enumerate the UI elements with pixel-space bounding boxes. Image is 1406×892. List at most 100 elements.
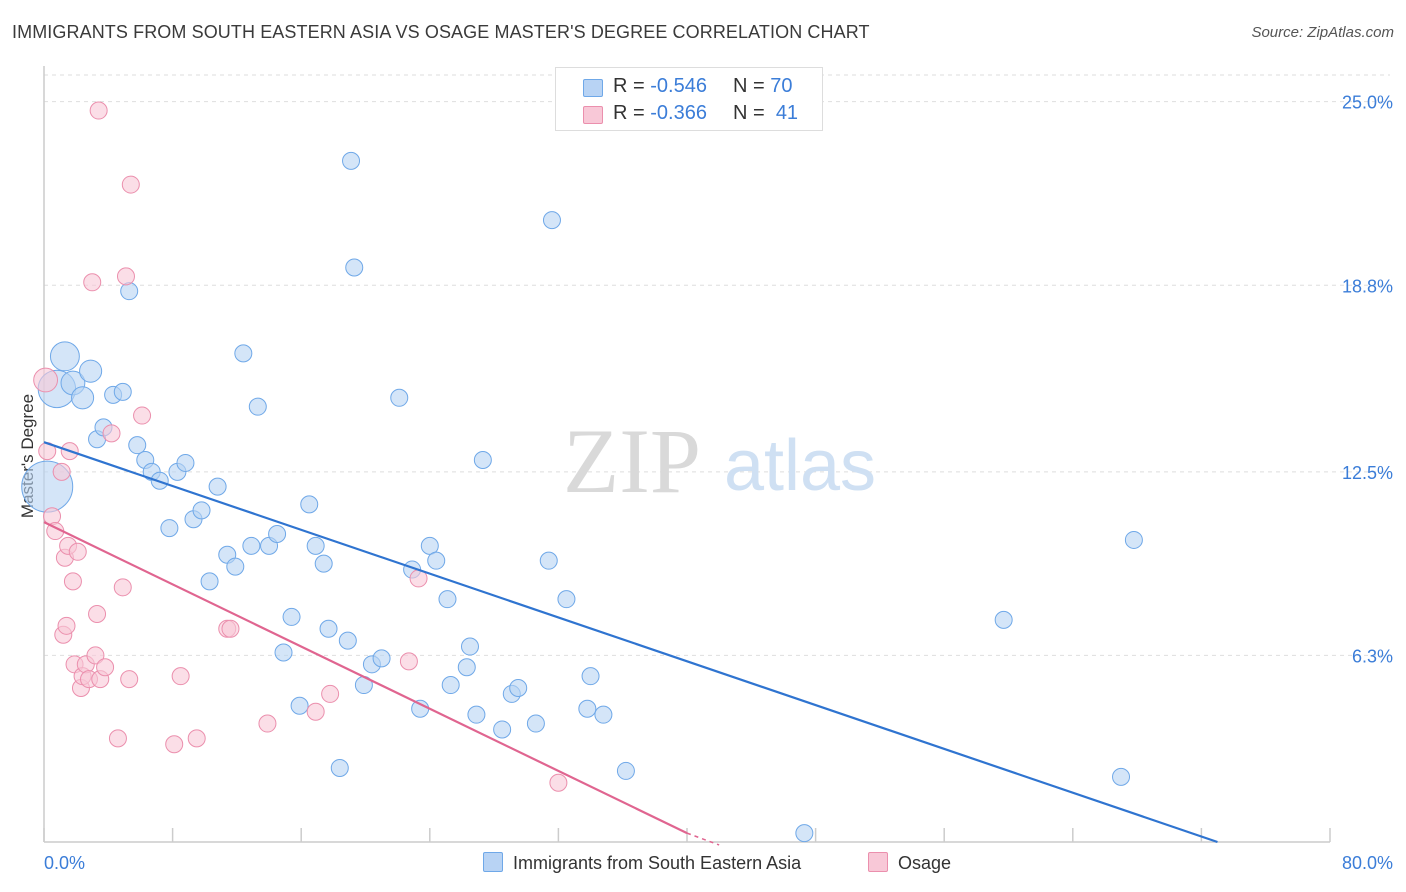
point-sea bbox=[390, 388, 409, 407]
legend-swatch-sea bbox=[583, 79, 603, 97]
point-sea bbox=[438, 590, 457, 609]
point-osage bbox=[306, 702, 325, 721]
point-sea bbox=[314, 554, 333, 573]
point-osage bbox=[113, 578, 132, 597]
bottom-legend-sea: Immigrants from South Eastern Asia bbox=[483, 852, 801, 874]
point-sea bbox=[345, 258, 364, 277]
point-osage bbox=[33, 367, 59, 393]
bottom-legend-label-sea: Immigrants from South Eastern Asia bbox=[513, 853, 802, 873]
point-osage bbox=[171, 667, 190, 686]
watermark: ZIP atlas bbox=[563, 410, 876, 512]
trend-line-sea bbox=[43, 441, 1218, 844]
point-sea bbox=[49, 341, 80, 372]
point-sea bbox=[1124, 530, 1143, 549]
point-sea bbox=[268, 525, 287, 544]
point-sea bbox=[557, 590, 576, 609]
point-sea bbox=[338, 631, 357, 650]
source-label: Source: ZipAtlas.com bbox=[1251, 24, 1394, 41]
point-sea bbox=[71, 386, 95, 410]
point-osage bbox=[221, 619, 240, 638]
bottom-legend-osage: Osage bbox=[868, 852, 951, 874]
point-sea bbox=[594, 705, 613, 724]
point-sea bbox=[441, 676, 460, 695]
trend-lines bbox=[43, 441, 1218, 846]
point-osage bbox=[88, 604, 107, 623]
x-tick-label-min: 0.0% bbox=[44, 853, 85, 873]
y-tick-label: 18.8% bbox=[1342, 276, 1393, 296]
point-sea bbox=[330, 758, 349, 777]
y-tick-label: 12.5% bbox=[1342, 463, 1393, 483]
point-sea bbox=[120, 282, 139, 301]
point-sea bbox=[420, 536, 439, 555]
legend-swatch-osage bbox=[583, 106, 603, 124]
point-sea bbox=[242, 536, 261, 555]
y-tick-label: 6.3% bbox=[1352, 646, 1393, 666]
x-tick-label-max: 80.0% bbox=[1342, 853, 1393, 873]
point-osage bbox=[321, 684, 340, 703]
point-sea bbox=[467, 705, 486, 724]
point-sea bbox=[274, 643, 293, 662]
point-sea bbox=[342, 151, 361, 170]
point-osage bbox=[165, 735, 184, 754]
point-sea bbox=[411, 699, 430, 718]
chart-title: IMMIGRANTS FROM SOUTH EASTERN ASIA VS OS… bbox=[12, 22, 870, 42]
point-osage bbox=[52, 462, 71, 481]
point-osage bbox=[102, 424, 121, 443]
bottom-legend-swatch-sea bbox=[483, 852, 503, 872]
point-osage bbox=[63, 572, 82, 591]
trend-line-osage bbox=[43, 521, 688, 835]
point-osage bbox=[68, 542, 87, 561]
point-sea bbox=[460, 637, 479, 656]
legend-row-osage: R = -0.366 N = 41 bbox=[556, 100, 822, 128]
point-osage bbox=[83, 273, 102, 292]
point-sea bbox=[248, 397, 267, 416]
point-sea bbox=[160, 519, 179, 538]
point-sea bbox=[282, 607, 301, 626]
point-osage bbox=[258, 714, 277, 733]
point-sea bbox=[176, 453, 195, 472]
point-osage bbox=[133, 406, 152, 425]
point-sea bbox=[994, 610, 1013, 629]
point-sea bbox=[234, 344, 253, 363]
point-sea bbox=[192, 501, 211, 520]
point-osage bbox=[86, 646, 105, 665]
trend-line-osage-extension bbox=[686, 832, 720, 846]
point-sea bbox=[795, 824, 814, 843]
bottom-legend-label-osage: Osage bbox=[898, 853, 952, 873]
point-osage bbox=[116, 267, 135, 286]
watermark-atlas: atlas bbox=[724, 426, 876, 506]
point-osage bbox=[121, 175, 140, 194]
point-sea bbox=[509, 679, 528, 698]
point-sea bbox=[578, 699, 597, 718]
point-osage bbox=[108, 729, 127, 748]
point-osage bbox=[399, 652, 418, 671]
point-osage bbox=[120, 670, 139, 689]
bottom-legend-swatch-osage bbox=[868, 852, 888, 872]
legend-row-sea: R = -0.546 N = 70 bbox=[556, 73, 822, 101]
point-sea bbox=[208, 477, 227, 496]
point-osage bbox=[89, 101, 108, 120]
point-sea bbox=[539, 551, 558, 570]
point-sea bbox=[457, 658, 476, 677]
point-sea bbox=[427, 551, 446, 570]
legend-n-osage: N = 41 bbox=[733, 102, 799, 124]
data-points bbox=[21, 101, 1143, 843]
point-sea bbox=[300, 495, 319, 514]
point-sea bbox=[319, 619, 338, 638]
point-sea bbox=[616, 761, 635, 780]
point-osage bbox=[96, 658, 115, 677]
point-sea bbox=[1112, 767, 1131, 786]
stats-legend: R = -0.546 N = 70 R = -0.366 N = 41 bbox=[555, 67, 823, 131]
point-sea bbox=[493, 720, 512, 739]
watermark-zip: ZIP bbox=[563, 410, 701, 512]
point-sea bbox=[113, 382, 132, 401]
point-sea bbox=[200, 572, 219, 591]
point-sea bbox=[526, 714, 545, 733]
point-sea bbox=[290, 696, 309, 715]
gridlines bbox=[44, 74, 1390, 656]
point-sea bbox=[226, 557, 245, 576]
point-sea bbox=[128, 436, 147, 455]
point-sea bbox=[79, 359, 103, 383]
legend-n-sea: N = 70 bbox=[733, 75, 793, 97]
